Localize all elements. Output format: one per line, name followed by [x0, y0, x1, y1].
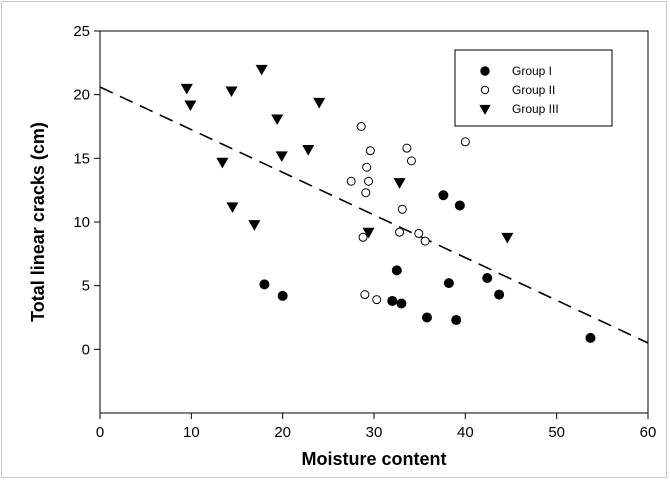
x-tick-label: 60	[640, 424, 657, 441]
data-point	[365, 146, 375, 156]
x-tick-label: 0	[96, 424, 104, 441]
data-point	[255, 64, 268, 76]
data-point	[443, 278, 454, 289]
data-point	[402, 143, 412, 153]
data-point	[420, 236, 430, 246]
y-tick-label: 15	[73, 150, 90, 167]
trend-line-layer	[99, 86, 649, 344]
data-point	[451, 315, 462, 326]
data-point	[460, 137, 470, 147]
y-tick-label: 5	[82, 278, 90, 295]
data-point	[184, 100, 197, 112]
data-point	[397, 204, 407, 214]
data-point	[454, 200, 465, 211]
x-axis-title: Moisture content	[301, 449, 446, 469]
legend-box	[454, 49, 613, 127]
y-tick-label: 20	[73, 87, 90, 104]
data-point	[259, 279, 270, 290]
legend-label: Group III	[512, 102, 559, 116]
data-point	[361, 188, 371, 198]
data-point	[358, 232, 368, 242]
data-point	[372, 295, 382, 305]
data-point	[225, 86, 238, 98]
x-tick-label: 10	[183, 424, 200, 441]
x-tick-label: 30	[366, 424, 383, 441]
x-tick-label: 40	[457, 424, 474, 441]
data-point	[313, 97, 326, 109]
data-point	[362, 162, 372, 172]
data-point	[356, 122, 366, 131]
legend-marker	[479, 104, 491, 115]
data-point	[414, 228, 424, 238]
data-point	[302, 145, 315, 156]
data-point	[482, 273, 493, 284]
data-point	[438, 190, 449, 201]
data-point	[248, 220, 261, 231]
y-tick-label: 0	[82, 341, 90, 358]
data-point	[387, 295, 398, 306]
data-point	[360, 290, 370, 300]
data-point	[393, 178, 406, 189]
data-point	[277, 290, 288, 301]
x-tick-label: 20	[274, 424, 291, 441]
legend-marker	[480, 85, 490, 95]
data-point	[180, 83, 193, 95]
data-point	[391, 265, 402, 276]
data-point	[494, 289, 505, 300]
data-point	[585, 332, 596, 343]
data-point	[395, 227, 405, 237]
data-point	[396, 298, 407, 309]
y-axis-title: Total linear cracks (cm)	[28, 122, 48, 322]
legend-label: Group II	[512, 83, 555, 97]
axis-ticks: 0 10 20 30 40 50 60 0 5 10 15 20 25	[73, 23, 656, 441]
data-point	[275, 151, 288, 162]
data-point	[346, 176, 356, 186]
data-point	[406, 156, 416, 166]
y-tick-label: 25	[73, 23, 90, 40]
data-points-layer	[180, 64, 596, 343]
legend: Group I Group II Group III	[454, 49, 613, 127]
legend-label: Group I	[512, 64, 552, 78]
data-point	[216, 157, 229, 169]
legend-marker	[480, 66, 490, 76]
data-point	[364, 176, 374, 186]
regression-line	[99, 86, 649, 344]
y-tick-label: 10	[73, 214, 90, 231]
data-point	[226, 202, 239, 213]
data-point	[421, 312, 432, 323]
data-point	[501, 232, 514, 244]
data-point	[362, 227, 375, 239]
x-tick-label: 50	[548, 424, 565, 441]
data-point	[271, 114, 284, 126]
